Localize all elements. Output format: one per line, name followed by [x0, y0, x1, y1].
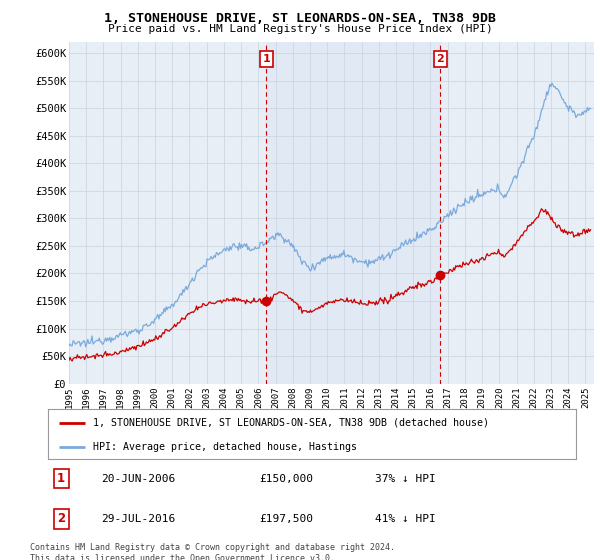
Text: 29-JUL-2016: 29-JUL-2016 [101, 514, 175, 524]
Text: 1, STONEHOUSE DRIVE, ST LEONARDS-ON-SEA, TN38 9DB (detached house): 1, STONEHOUSE DRIVE, ST LEONARDS-ON-SEA,… [93, 418, 489, 428]
Text: 20-JUN-2006: 20-JUN-2006 [101, 474, 175, 484]
Text: 2: 2 [57, 512, 65, 525]
Text: HPI: Average price, detached house, Hastings: HPI: Average price, detached house, Hast… [93, 442, 357, 451]
Text: £197,500: £197,500 [259, 514, 313, 524]
Text: 2: 2 [437, 54, 445, 64]
Bar [266, 42, 440, 384]
Text: 1: 1 [57, 472, 65, 485]
Text: Contains HM Land Registry data © Crown copyright and database right 2024.
This d: Contains HM Land Registry data © Crown c… [30, 543, 395, 560]
Text: £150,000: £150,000 [259, 474, 313, 484]
Text: 41% ↓ HPI: 41% ↓ HPI [376, 514, 436, 524]
Text: 37% ↓ HPI: 37% ↓ HPI [376, 474, 436, 484]
Text: Price paid vs. HM Land Registry's House Price Index (HPI): Price paid vs. HM Land Registry's House … [107, 24, 493, 34]
Text: 1, STONEHOUSE DRIVE, ST LEONARDS-ON-SEA, TN38 9DB: 1, STONEHOUSE DRIVE, ST LEONARDS-ON-SEA,… [104, 12, 496, 25]
Text: 1: 1 [263, 54, 271, 64]
